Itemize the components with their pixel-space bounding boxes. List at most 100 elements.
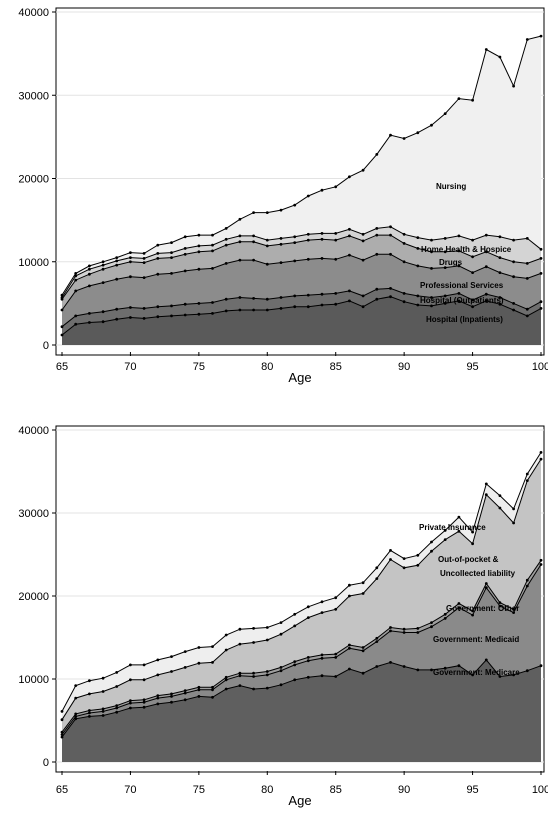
data-point	[88, 284, 91, 288]
data-point	[211, 243, 214, 247]
data-point	[306, 675, 310, 679]
data-point	[142, 307, 146, 310]
data-point	[293, 241, 297, 245]
data-point	[293, 235, 297, 239]
label-uncollected-liability: Uncollected liability	[440, 569, 516, 578]
data-point	[101, 267, 105, 271]
data-point	[88, 321, 91, 324]
data-point	[389, 287, 392, 290]
data-point	[512, 238, 515, 242]
data-point	[224, 687, 228, 691]
data-point	[361, 671, 365, 675]
data-point	[293, 305, 297, 309]
data-point	[375, 636, 379, 640]
data-point	[471, 98, 474, 102]
y-tick-label: 20000	[18, 591, 49, 603]
data-point	[238, 671, 242, 675]
data-point	[197, 312, 201, 316]
data-point	[74, 715, 78, 718]
data-point	[539, 257, 543, 260]
data-point	[457, 529, 461, 533]
data-point	[498, 675, 502, 678]
data-point	[334, 185, 338, 189]
data-point	[361, 581, 365, 585]
data-point	[443, 237, 447, 240]
data-point	[471, 305, 474, 309]
data-point	[224, 243, 228, 247]
data-point	[183, 269, 187, 273]
data-point	[279, 237, 283, 240]
data-point	[457, 602, 461, 605]
label-private-insurance: Private Insurance	[419, 523, 486, 532]
data-point	[375, 153, 379, 156]
inline-labels: Nursing Home Health & Hospice Drugs Prof…	[420, 182, 512, 324]
data-point	[539, 451, 543, 454]
data-point	[293, 663, 297, 667]
data-point	[115, 307, 119, 311]
data-point	[306, 616, 310, 619]
data-point	[430, 621, 433, 624]
data-point	[74, 272, 78, 275]
series-line	[61, 35, 542, 296]
data-point	[211, 645, 214, 648]
data-point	[498, 494, 502, 497]
data-point	[375, 640, 379, 643]
data-point	[484, 250, 488, 254]
series-line	[61, 253, 542, 311]
data-point	[129, 316, 132, 319]
data-point	[402, 557, 406, 560]
data-point	[416, 264, 420, 268]
data-point	[484, 493, 488, 497]
data-point	[224, 675, 228, 679]
label-government-other: Government: Other	[446, 604, 519, 613]
data-point	[252, 675, 256, 678]
data-point	[238, 684, 242, 687]
data-point	[170, 272, 173, 275]
data-point	[142, 261, 146, 264]
data-point	[60, 733, 64, 736]
data-point	[224, 237, 228, 241]
data-point	[101, 690, 105, 693]
data-point	[361, 258, 365, 262]
data-point	[238, 258, 242, 262]
data-point	[74, 322, 78, 326]
data-point	[306, 305, 310, 309]
data-point	[88, 715, 91, 718]
label-hospital-inpatients: Hospital (Inpatients)	[426, 315, 503, 324]
data-point	[101, 320, 105, 324]
data-point	[416, 563, 420, 567]
data-point	[265, 626, 269, 629]
data-point	[539, 307, 543, 310]
data-point	[115, 259, 119, 263]
data-point	[156, 673, 160, 677]
data-point	[443, 266, 447, 269]
data-point	[539, 664, 543, 668]
data-point	[224, 678, 228, 682]
data-point	[375, 227, 379, 230]
y-tick-label: 10000	[18, 674, 49, 686]
data-point	[293, 678, 297, 682]
data-point	[279, 242, 283, 246]
data-point	[348, 594, 351, 598]
data-point	[320, 674, 324, 678]
label-hospital-outpatients: Hospital (Outpatients)	[420, 296, 504, 305]
area-drugs	[62, 235, 541, 310]
data-point	[539, 457, 543, 461]
x-tick-label: 85	[330, 361, 342, 373]
data-point	[525, 277, 529, 280]
data-point	[129, 306, 132, 309]
data-point	[252, 687, 256, 691]
data-point	[211, 267, 214, 270]
data-point	[183, 313, 187, 317]
data-point	[525, 479, 529, 482]
data-point	[457, 97, 461, 100]
data-point	[402, 627, 406, 631]
data-point	[129, 256, 132, 259]
data-point	[320, 303, 324, 307]
data-point	[265, 297, 269, 301]
data-point	[88, 272, 91, 276]
data-point	[348, 299, 351, 303]
label-professional-services: Professional Services	[420, 281, 504, 290]
data-point	[334, 238, 338, 242]
data-point	[238, 296, 242, 299]
